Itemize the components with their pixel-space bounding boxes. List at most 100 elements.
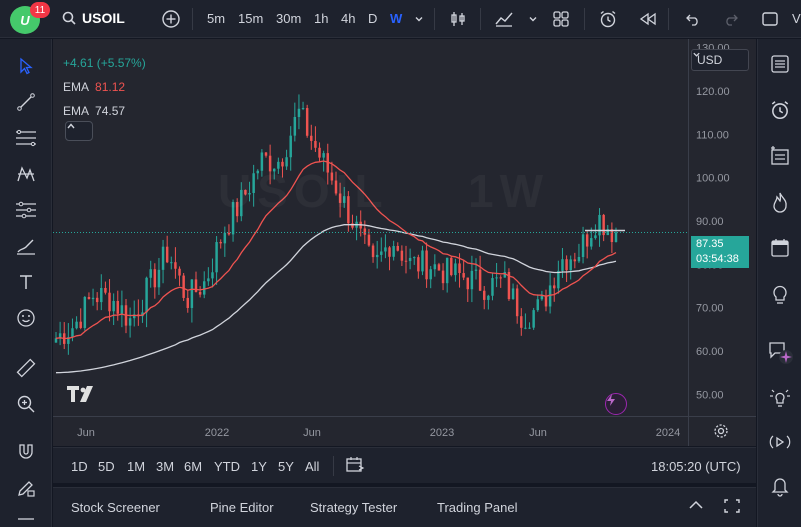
text-icon — [20, 275, 32, 289]
ideas-button[interactable] — [767, 281, 793, 307]
tab-pine-editor[interactable]: Pine Editor — [210, 500, 274, 515]
candle-body — [157, 269, 161, 288]
tab-stock-screener[interactable]: Stock Screener — [71, 500, 160, 515]
replay-button[interactable] — [637, 8, 659, 30]
add-symbol-button[interactable] — [160, 8, 182, 30]
candle-body — [606, 229, 609, 236]
indicators-button[interactable] — [493, 8, 515, 30]
projection-tool[interactable] — [13, 197, 39, 223]
emoji-tool[interactable] — [13, 305, 39, 331]
symbol-search[interactable]: USOIL — [62, 10, 125, 26]
interval-1h[interactable]: 1h — [314, 11, 329, 26]
magnet-tool[interactable] — [13, 439, 39, 465]
range-5d[interactable]: 5D — [98, 459, 115, 474]
candle-body — [330, 172, 334, 181]
chart-settings-button[interactable] — [713, 423, 731, 441]
interval-30m[interactable]: 30m — [276, 11, 302, 26]
candle-body — [425, 250, 428, 280]
ema-fast-label[interactable]: EMA — [63, 80, 90, 94]
range-6m[interactable]: 6M — [184, 459, 203, 474]
candle-body — [499, 277, 502, 279]
interval-15m[interactable]: 15m — [238, 11, 264, 26]
lock-drawings-tool[interactable] — [13, 475, 39, 501]
trend-line-tool[interactable] — [13, 89, 39, 115]
go-to-date-button[interactable] — [345, 456, 365, 479]
alert-button[interactable] — [597, 8, 619, 30]
more-tools[interactable] — [13, 509, 39, 527]
interval-5m[interactable]: 5m — [207, 11, 226, 26]
candle-body — [421, 250, 424, 272]
chart-pane[interactable]: 130.00120.00110.00100.0090.0080.0070.006… — [53, 39, 756, 446]
candle-body — [248, 193, 251, 195]
calendar-button[interactable] — [767, 235, 793, 261]
widget-toolbar — [757, 39, 801, 527]
range-1m[interactable]: 1M — [127, 459, 146, 474]
indicators-dropdown[interactable] — [522, 8, 544, 30]
tab-trading-panel[interactable]: Trading Panel — [437, 500, 518, 515]
overflow-label[interactable]: V — [792, 11, 801, 26]
interval-dropdown[interactable] — [408, 8, 430, 30]
range-1y[interactable]: 1Y — [251, 459, 267, 474]
pattern-icon — [17, 166, 35, 182]
candle-body — [466, 277, 469, 290]
ema-slow-label[interactable]: EMA — [63, 104, 90, 118]
currency-select[interactable]: USD — [691, 49, 749, 71]
candle-body — [252, 173, 255, 194]
play-broadcast-icon — [769, 435, 791, 449]
interval-w[interactable]: W — [390, 11, 403, 26]
range-3m[interactable]: 3M — [156, 459, 175, 474]
candle-body — [470, 270, 474, 290]
alerts-button[interactable] — [767, 97, 793, 123]
utc-clock[interactable]: 18:05:20 (UTC) — [651, 459, 741, 474]
chats-button[interactable] — [767, 339, 793, 365]
last-price: 87.35 — [696, 238, 724, 250]
candle-body — [198, 291, 202, 295]
legend-collapse-button[interactable] — [65, 121, 93, 141]
cursor-tool[interactable] — [13, 53, 39, 79]
news-flash-button[interactable] — [605, 393, 627, 415]
price-tick-label: 100.00 — [696, 173, 730, 185]
plus-circle-icon — [162, 10, 180, 28]
candle-body — [174, 262, 177, 269]
price-chart[interactable]: 130.00120.00110.00100.0090.0080.0070.006… — [53, 39, 756, 446]
stream-button[interactable] — [767, 429, 793, 455]
candle-body — [507, 271, 511, 300]
measure-tool[interactable] — [13, 355, 39, 381]
layouts-button[interactable] — [550, 8, 572, 30]
time-tick-label: 2022 — [205, 427, 229, 439]
candle-type-button[interactable] — [447, 8, 469, 30]
data-window-button[interactable] — [767, 143, 793, 169]
undo-button[interactable] — [682, 8, 704, 30]
interval-d[interactable]: D — [368, 11, 378, 26]
candles-icon — [451, 12, 465, 26]
text-tool[interactable] — [13, 269, 39, 295]
help-button[interactable] — [767, 473, 793, 499]
tab-strategy-tester[interactable]: Strategy Tester — [310, 500, 398, 515]
drawing-toolbar — [0, 39, 52, 527]
search-icon — [62, 11, 76, 25]
redo-button[interactable] — [720, 8, 742, 30]
candle-body — [503, 271, 507, 278]
fullscreen-button[interactable] — [759, 8, 781, 30]
candle-body — [145, 277, 148, 313]
candle-body — [557, 270, 560, 289]
brush-icon — [17, 239, 35, 255]
candle-body — [289, 135, 292, 158]
zoom-in-icon — [17, 395, 35, 413]
pattern-tool[interactable] — [13, 161, 39, 187]
hotlists-button[interactable] — [767, 189, 793, 215]
panel-maximize-button[interactable] — [723, 497, 741, 520]
chevron-up-icon — [67, 123, 75, 129]
range-5y[interactable]: 5Y — [278, 459, 294, 474]
range-ytd[interactable]: YTD — [214, 459, 240, 474]
candle-body — [474, 269, 478, 271]
zoom-tool[interactable] — [13, 391, 39, 417]
notifications-button[interactable] — [767, 385, 793, 411]
range-all[interactable]: All — [305, 459, 320, 474]
fib-tool[interactable] — [13, 125, 39, 151]
watchlist-button[interactable] — [767, 51, 793, 77]
panel-collapse-button[interactable] — [687, 498, 705, 517]
brush-tool[interactable] — [13, 233, 39, 259]
range-1d[interactable]: 1D — [71, 459, 88, 474]
interval-4h[interactable]: 4h — [341, 11, 356, 26]
